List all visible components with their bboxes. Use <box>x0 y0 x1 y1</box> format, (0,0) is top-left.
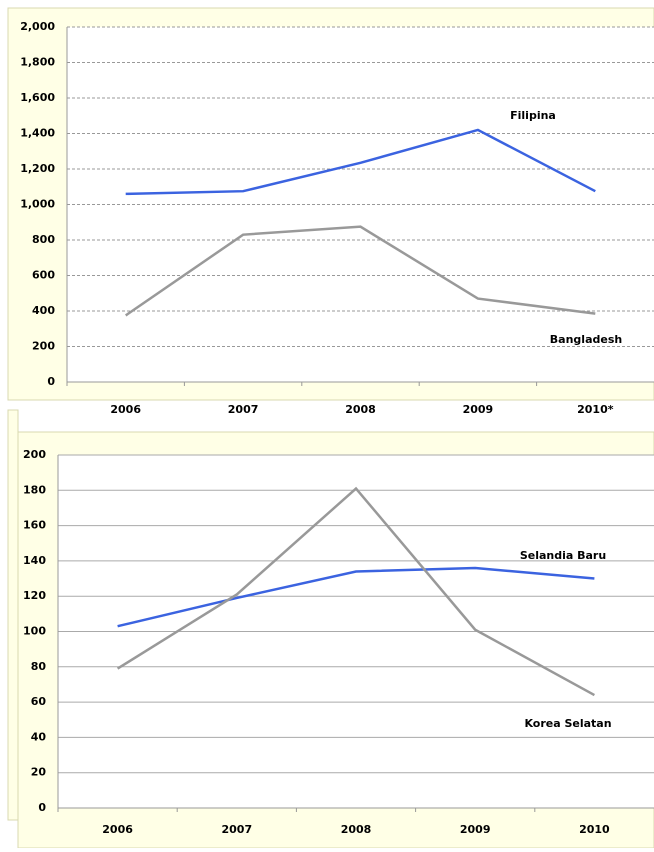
series-line <box>124 225 596 317</box>
x-tick-label: 2008 <box>345 403 376 416</box>
plot-area <box>67 27 654 382</box>
y-tick-label: 20 <box>31 766 47 779</box>
series-label: Korea Selatan <box>524 717 611 730</box>
y-tick-label: 1,400 <box>20 127 55 140</box>
series-line <box>125 128 596 196</box>
y-tick-label: 0 <box>38 801 46 814</box>
y-tick-label: 2,000 <box>20 20 55 33</box>
y-tick-label: 600 <box>32 269 55 282</box>
y-tick-label: 200 <box>23 448 46 461</box>
y-tick-label: 0 <box>47 375 55 388</box>
series-label: Bangladesh <box>550 333 622 346</box>
y-tick-label: 180 <box>23 483 46 496</box>
series-label: Selandia Baru <box>520 549 606 562</box>
y-tick-label: 1,200 <box>20 162 55 175</box>
y-tick-label: 160 <box>23 519 46 532</box>
y-tick-label: 40 <box>31 730 47 743</box>
x-tick-label: 2007 <box>228 403 259 416</box>
series-line <box>116 486 596 697</box>
x-tick-label: 2010 <box>579 823 610 836</box>
y-tick-label: 1,800 <box>20 56 55 69</box>
series-label: Filipina <box>510 109 556 122</box>
y-tick-label: 400 <box>32 304 55 317</box>
panel-edge <box>7 409 19 821</box>
y-tick-label: 120 <box>23 589 46 602</box>
x-tick-label: 2007 <box>221 823 252 836</box>
y-tick-label: 100 <box>23 625 46 638</box>
x-tick-label: 2009 <box>460 823 491 836</box>
y-tick-label: 80 <box>31 660 47 673</box>
y-tick-label: 1,000 <box>20 198 55 211</box>
y-tick-label: 140 <box>23 554 46 567</box>
y-tick-label: 800 <box>32 233 55 246</box>
series-line <box>117 566 595 628</box>
x-tick-label: 2009 <box>463 403 494 416</box>
y-tick-label: 1,600 <box>20 91 55 104</box>
x-tick-label: 2006 <box>102 823 133 836</box>
y-tick-label: 60 <box>31 695 47 708</box>
x-tick-label: 2006 <box>110 403 141 416</box>
x-tick-label: 2010* <box>577 403 614 416</box>
y-tick-label: 200 <box>32 340 55 353</box>
x-tick-label: 2008 <box>341 823 372 836</box>
